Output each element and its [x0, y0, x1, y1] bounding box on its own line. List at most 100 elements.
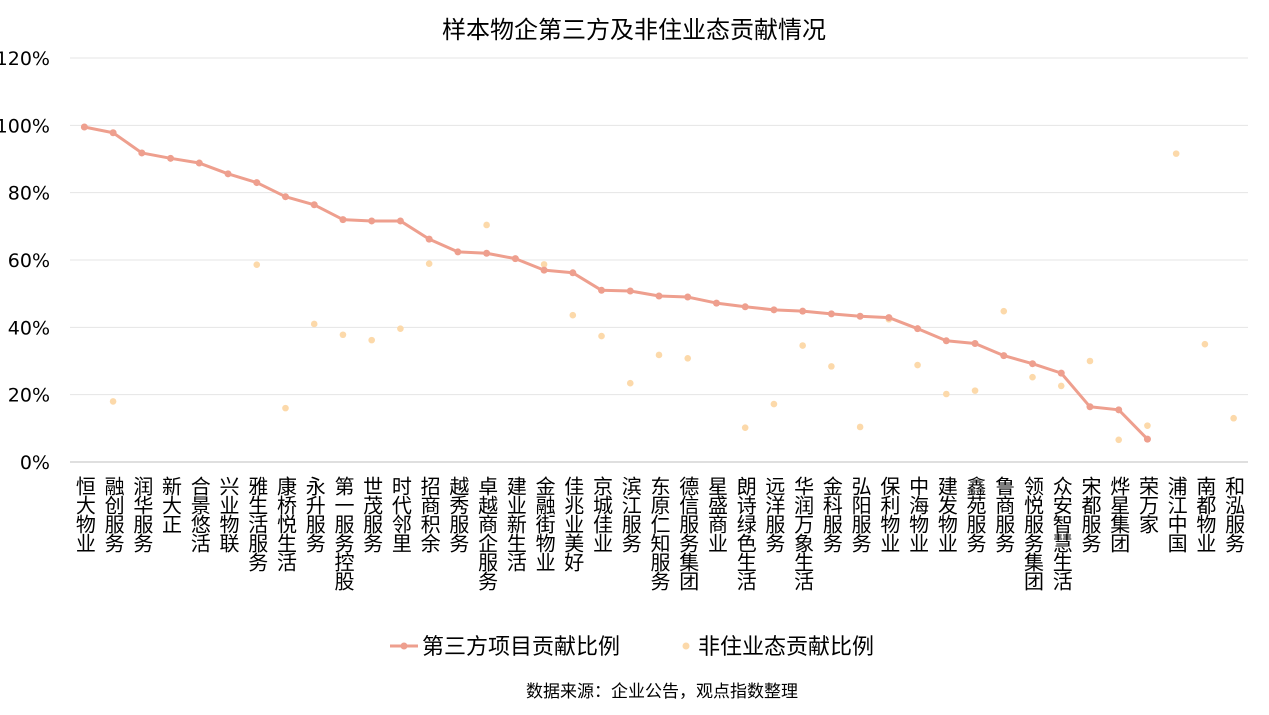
- line-point: [626, 287, 634, 295]
- scatter-point: [828, 363, 835, 370]
- scatter-point: [1230, 414, 1237, 422]
- line-point: [310, 201, 318, 209]
- source-note: 数据来源：企业公告，观点指数整理: [526, 682, 798, 702]
- scatter-point: [626, 379, 634, 387]
- scatter-point: [1144, 422, 1151, 429]
- x-tick-label: 建发物业: [934, 476, 958, 552]
- line-point: [770, 306, 778, 314]
- legend-item-scatter-series: 非住业态贡献比例: [682, 635, 874, 660]
- gridlines: [70, 57, 1248, 463]
- scatter-point: [310, 320, 318, 328]
- x-tick-label: 时代邻里: [388, 476, 412, 552]
- scatter-point: [943, 390, 950, 398]
- scatter-point: [109, 398, 117, 405]
- legend-line-marker: [400, 642, 408, 650]
- scatter-point: [914, 361, 921, 369]
- scatter-point: [339, 331, 347, 339]
- y-tick-label: 40%: [8, 317, 50, 339]
- scatter-point: [971, 387, 979, 394]
- x-tick-label: 康桥悦生活: [273, 476, 297, 572]
- line-point: [281, 193, 289, 201]
- x-tick-label: 领悦服务集团: [1021, 476, 1045, 591]
- scatter-point: [1029, 373, 1036, 381]
- x-tick-label: 弘阳服务: [848, 476, 872, 553]
- scatter-point: [741, 424, 749, 431]
- x-tick-label: 东原仁知服务: [647, 476, 671, 591]
- line-point: [109, 129, 117, 137]
- line-point: [339, 216, 347, 224]
- x-tick-label: 华润万象生活: [791, 476, 815, 591]
- x-tick-label: 建业新生活: [503, 476, 527, 572]
- scatter-point: [1201, 340, 1209, 348]
- y-tick-label: 20%: [8, 385, 50, 407]
- x-tick-label: 浦江中国: [1164, 476, 1188, 553]
- legend-label-line-series: 第三方项目贡献比例: [422, 635, 620, 660]
- x-tick-label: 合景悠活: [187, 476, 211, 553]
- x-tick-label: 中海物业: [906, 476, 930, 552]
- x-tick-label: 金科服务: [819, 476, 843, 553]
- x-tick-label: 南都物业: [1193, 476, 1217, 552]
- scatter-point: [425, 260, 433, 268]
- x-tick-label: 雅生活服务: [245, 476, 269, 572]
- x-axis: 恒大物业 融创服务 润华服务 新大正 合景悠活 兴业物联 雅生活服务 康桥悦生活 永升服务 第一服…: [72, 476, 1245, 591]
- line-point: [712, 299, 720, 307]
- line-point: [396, 217, 404, 225]
- line-point: [540, 266, 548, 274]
- x-tick-label: 世茂服务: [360, 476, 384, 553]
- scatter-point: [1000, 307, 1008, 315]
- x-tick-label: 卓越商企服务: [475, 476, 499, 591]
- series-layer: [80, 123, 1237, 444]
- line-point: [914, 325, 922, 333]
- x-tick-label: 星盛商业: [704, 476, 728, 552]
- x-tick-label: 荣万家: [1135, 476, 1159, 534]
- scatter-point: [397, 325, 404, 332]
- line-series-path: [84, 125, 1149, 441]
- x-tick-label: 佳兆业美好: [561, 476, 585, 572]
- scatter-point: [1115, 436, 1123, 444]
- line-point: [483, 249, 491, 257]
- scatter-point: [598, 332, 605, 340]
- scatter-point: [1086, 357, 1094, 365]
- line-point: [885, 314, 893, 322]
- x-tick-label: 金融街物业: [532, 476, 556, 571]
- y-tick-label: 60%: [8, 250, 50, 272]
- x-tick-label: 保利物业: [877, 476, 901, 552]
- line-point: [1115, 406, 1123, 414]
- x-tick-label: 越秀服务: [446, 476, 470, 553]
- scatter-point: [1172, 150, 1180, 157]
- legend-scatter-marker: [682, 642, 690, 650]
- line-point: [1029, 360, 1037, 368]
- x-tick-label: 第一服务控股: [331, 476, 355, 591]
- line-point: [569, 269, 577, 277]
- scatter-point: [569, 311, 577, 319]
- line-point: [799, 307, 807, 315]
- scatter-point: [655, 351, 663, 359]
- x-tick-label: 宋都服务: [1078, 476, 1102, 553]
- legend-item-line-series: 第三方项目贡献比例: [390, 635, 620, 660]
- scatter-point: [684, 355, 692, 362]
- line-point: [971, 339, 979, 347]
- x-tick-label: 鑫苑服务: [963, 476, 987, 553]
- line-point: [511, 255, 519, 263]
- line-point: [741, 303, 749, 311]
- x-tick-label: 新大正: [159, 476, 183, 533]
- line-point: [80, 123, 88, 131]
- scatter-point: [770, 400, 778, 408]
- line-point: [167, 154, 175, 162]
- line-point: [1143, 435, 1151, 443]
- x-tick-label: 众安智慧生活: [1049, 476, 1073, 591]
- scatter-point: [799, 342, 806, 349]
- line-point: [454, 248, 462, 256]
- x-tick-label: 滨江服务: [618, 476, 642, 553]
- y-tick-label: 80%: [8, 183, 50, 205]
- x-tick-label: 和泓服务: [1222, 476, 1246, 553]
- line-point: [253, 179, 261, 187]
- x-tick-label: 烨星集团: [1107, 476, 1131, 553]
- legend-label-scatter-series: 非住业态贡献比例: [698, 635, 874, 660]
- y-tick-label: 100%: [0, 115, 50, 137]
- x-tick-label: 京城佳业: [590, 476, 614, 552]
- y-tick-label: 120%: [0, 48, 50, 70]
- x-tick-label: 朗诗绿色生活: [733, 476, 757, 591]
- line-point: [1000, 352, 1008, 360]
- line-point: [224, 170, 232, 178]
